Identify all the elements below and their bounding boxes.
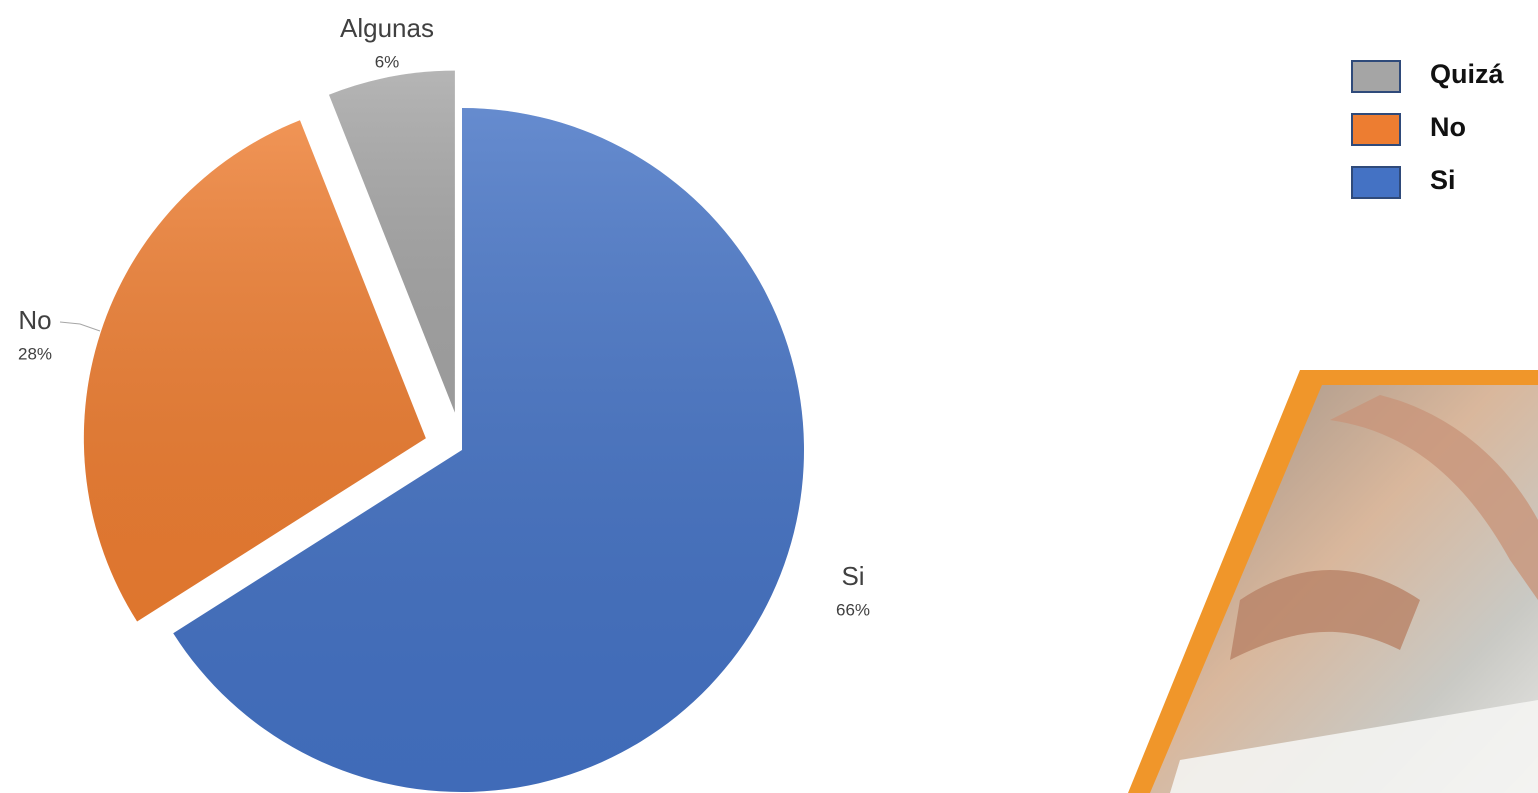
legend-swatch (1352, 61, 1400, 92)
value-label: 28% (18, 344, 52, 363)
photo (1128, 370, 1538, 793)
legend-label: Quizá (1430, 59, 1504, 89)
legend-label: No (1430, 112, 1466, 142)
page: {"chart_data": {"type": "pie", "categori… (0, 0, 1538, 793)
legend-swatch (1352, 167, 1400, 198)
legend-swatch (1352, 114, 1400, 145)
chart: Si 66% No 28% Algunas 6% Quizá No Si (0, 0, 1538, 793)
category-label: Algunas (340, 13, 434, 43)
value-label: 6% (375, 52, 400, 71)
legend-label: Si (1430, 165, 1456, 195)
category-label: No (18, 305, 51, 335)
leader-line (60, 322, 100, 331)
value-label: 66% (836, 600, 870, 619)
category-label: Si (841, 561, 864, 591)
pie (84, 71, 804, 792)
legend: Quizá No Si (1352, 59, 1504, 198)
